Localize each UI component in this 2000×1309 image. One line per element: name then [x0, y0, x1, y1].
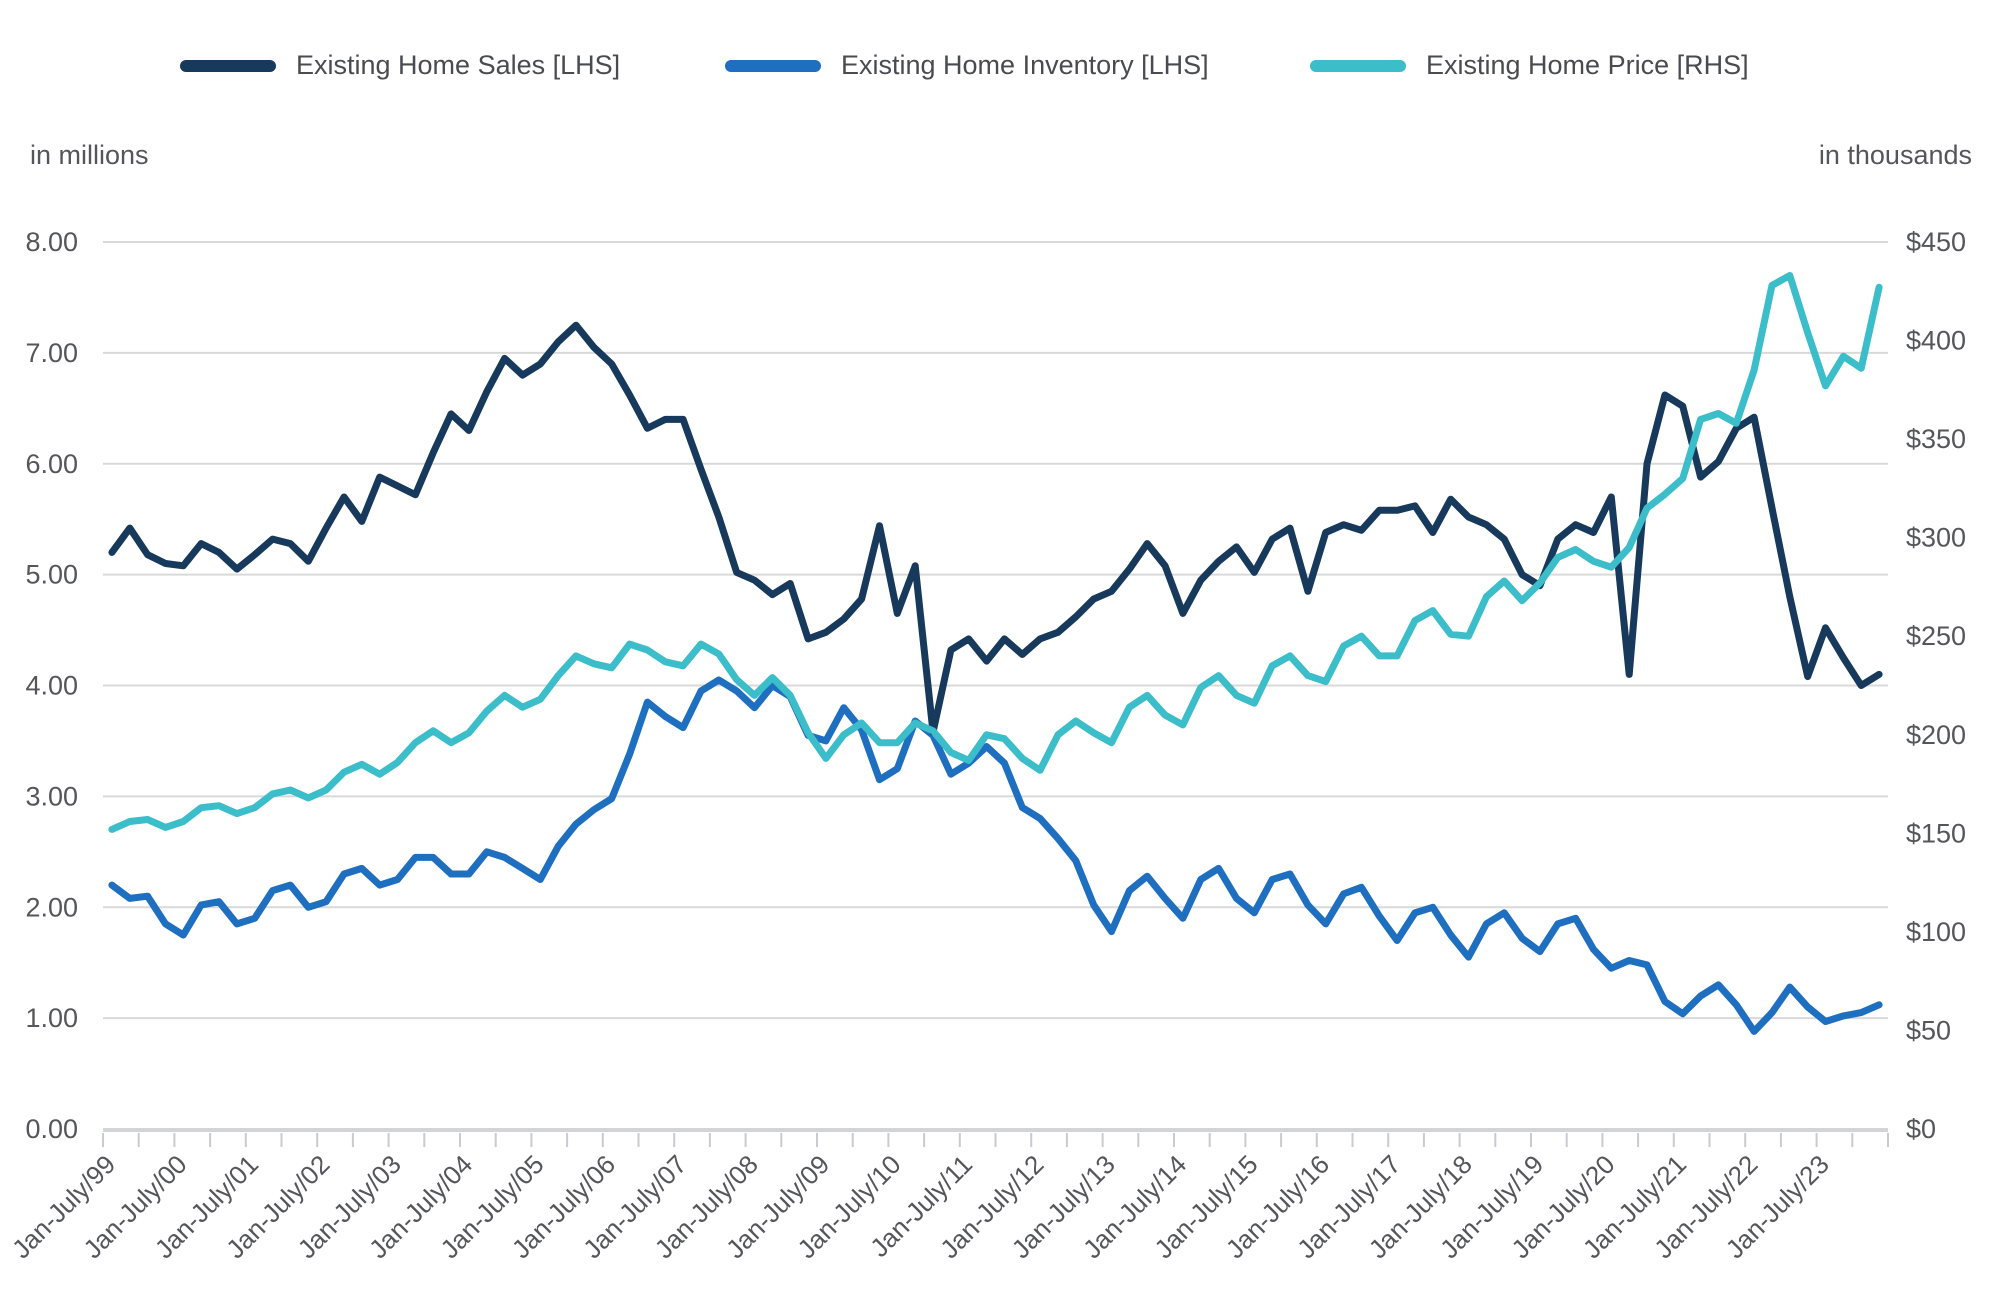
y-axis-label-right: $400	[1906, 326, 1966, 356]
y-axis-label-left: 7.00	[25, 338, 78, 368]
y-axis-label-right: $200	[1906, 720, 1966, 750]
y-axis-label-right: $350	[1906, 424, 1966, 454]
y-axis-label-left: 5.00	[25, 560, 78, 590]
y-axis-label-left: 6.00	[25, 449, 78, 479]
y-axis-label-right: $300	[1906, 523, 1966, 553]
y-axis-label-right: $450	[1906, 227, 1966, 257]
series-line-price	[108, 272, 1883, 833]
series-line-inventory	[108, 676, 1883, 1035]
legend-label-inventory: Existing Home Inventory [LHS]	[841, 50, 1209, 80]
y-axis-label-left: 8.00	[25, 227, 78, 257]
y-axis-label-right: $0	[1906, 1114, 1936, 1144]
legend: Existing Home Sales [LHS] Existing Home I…	[0, 0, 2000, 110]
series-line-sales	[108, 321, 1883, 736]
legend-swatch-inventory	[725, 59, 821, 72]
legend-swatch-sales	[180, 59, 276, 72]
y-axis-label-left: 3.00	[25, 781, 78, 811]
legend-item-inventory: Existing Home Inventory [LHS]	[725, 50, 1209, 81]
y-axis-label-right: $250	[1906, 621, 1966, 651]
right-axis-title: in thousands	[1818, 140, 1972, 170]
y-axis-label-right: $100	[1906, 917, 1966, 947]
y-axis-label-left: 1.00	[25, 1003, 78, 1033]
y-axis-label-left: 0.00	[25, 1114, 78, 1144]
legend-label-price: Existing Home Price [RHS]	[1426, 50, 1749, 80]
legend-item-price: Existing Home Price [RHS]	[1310, 50, 1749, 81]
y-axis-label-left: 2.00	[25, 892, 78, 922]
y-axis-label-right: $50	[1906, 1015, 1951, 1045]
legend-label-sales: Existing Home Sales [LHS]	[296, 50, 621, 80]
y-axis-label-left: 4.00	[25, 671, 78, 701]
legend-swatch-price	[1310, 59, 1406, 72]
left-axis-title: in millions	[30, 140, 149, 170]
legend-item-sales: Existing Home Sales [LHS]	[180, 50, 620, 81]
y-axis-label-right: $150	[1906, 818, 1966, 848]
